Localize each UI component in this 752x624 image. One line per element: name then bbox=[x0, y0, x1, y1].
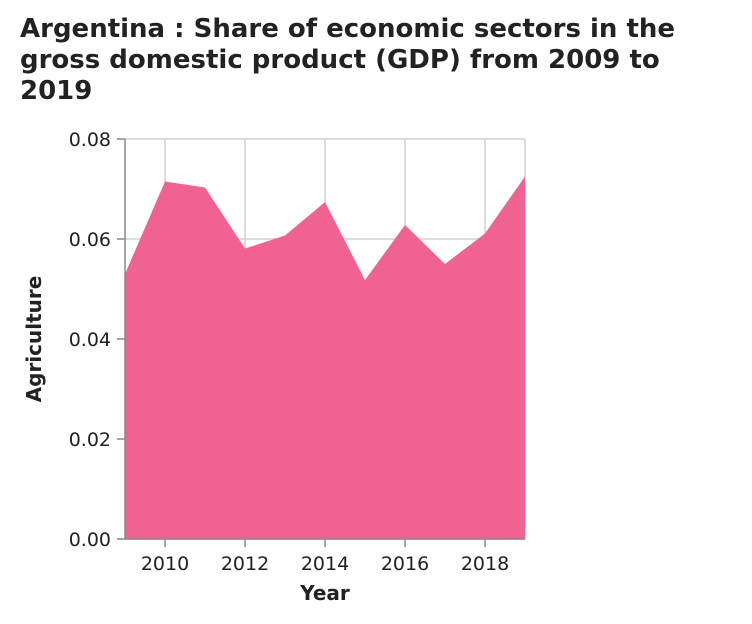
x-tick-label: 2016 bbox=[381, 553, 429, 575]
area-series bbox=[124, 176, 526, 539]
axes bbox=[117, 138, 525, 547]
x-tick-label: 2018 bbox=[461, 553, 509, 575]
area-series-agriculture bbox=[125, 176, 525, 539]
y-tick-label: 0.06 bbox=[69, 229, 111, 251]
x-axis-title: Year bbox=[299, 581, 350, 605]
x-tick-label: 2014 bbox=[301, 553, 349, 575]
y-tick-label: 0.00 bbox=[69, 529, 111, 551]
y-tick-label: 0.02 bbox=[69, 429, 111, 451]
tick-labels: 2010 2012 2014 2016 2018 0.00 0.02 0.04 0.06 0.08 bbox=[69, 129, 509, 575]
y-axis-title: Agriculture bbox=[22, 276, 46, 403]
x-tick-label: 2010 bbox=[141, 553, 189, 575]
chart-title: Argentina : Share of economic sectors in… bbox=[20, 14, 676, 106]
y-tick-label: 0.04 bbox=[69, 329, 111, 351]
y-tick-label: 0.08 bbox=[69, 129, 111, 151]
x-tick-label: 2012 bbox=[221, 553, 269, 575]
